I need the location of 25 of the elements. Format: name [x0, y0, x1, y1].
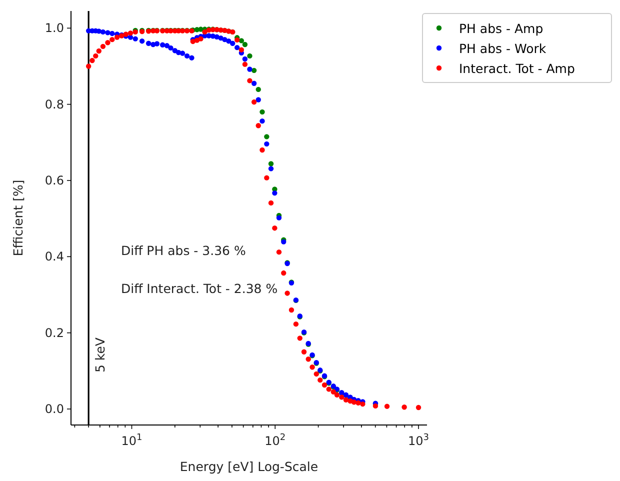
- point: [238, 38, 244, 44]
- y-tick-label: 1.0: [44, 21, 64, 36]
- point: [242, 42, 248, 48]
- point: [247, 53, 252, 59]
- x-tick-label: 10$^{1}$: [121, 433, 142, 448]
- ref-line-label: 5 keV: [92, 337, 108, 372]
- y-tick-label: 0.4: [44, 250, 64, 264]
- point: [264, 134, 270, 140]
- annotation: Diff PH abs - 3.36 %: [121, 243, 246, 258]
- y-tick-label: 0.8: [44, 97, 64, 112]
- point: [251, 68, 257, 74]
- point: [260, 109, 265, 115]
- annotation: Diff Interact. Tot - 2.38 %: [121, 281, 278, 296]
- point: [268, 161, 274, 166]
- y-axis-title: Efficient [%]: [10, 180, 26, 256]
- y-tick-label: 0.2: [44, 326, 64, 340]
- y-tick-label: 0.0: [44, 402, 64, 416]
- x-tick-label: 10$^{2}$: [264, 433, 286, 448]
- legend-label: PH abs - Work: [459, 40, 546, 56]
- legend-label: PH abs - Amp: [459, 20, 544, 36]
- x-axis-title: Energy [eV] Log-Scale: [180, 459, 318, 474]
- x-tick-label: 10$^{3}$: [408, 433, 430, 448]
- y-tick-label: 0.6: [44, 173, 64, 188]
- point: [256, 86, 261, 92]
- legend-label: Interact. Tot - Amp: [459, 60, 575, 76]
